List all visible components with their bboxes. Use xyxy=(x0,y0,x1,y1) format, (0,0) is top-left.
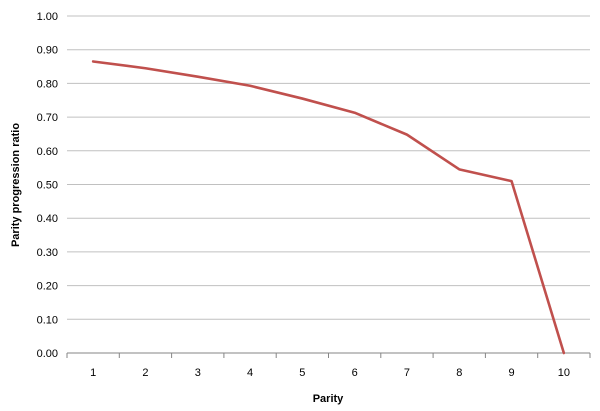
x-axis xyxy=(66,352,591,358)
x-tick-label: 1 xyxy=(90,367,96,379)
x-tick-label: 10 xyxy=(558,367,570,379)
x-axis-tick-labels: 1 2 3 4 5 6 7 8 9 10 xyxy=(90,367,570,379)
gridlines xyxy=(67,15,590,320)
y-axis-title: Parity progression ratio xyxy=(10,123,22,247)
y-axis-tick-labels: 0.00 0.10 0.20 0.30 0.40 0.50 0.60 0.70 0.80 0.90… xyxy=(37,11,58,360)
y-tick-label: 1.00 xyxy=(37,11,58,23)
y-tick-label: 0.50 xyxy=(37,180,58,192)
x-tick-label: 5 xyxy=(299,367,305,379)
x-tick-label: 8 xyxy=(456,367,462,379)
x-tick-label: 7 xyxy=(404,367,410,379)
y-tick-label: 0.10 xyxy=(37,314,58,326)
x-tick-label: 6 xyxy=(352,367,358,379)
y-tick-label: 0.70 xyxy=(37,112,58,124)
series-group xyxy=(91,60,566,355)
y-tick-label: 0.20 xyxy=(37,281,58,293)
y-tick-label: 0.40 xyxy=(37,213,58,225)
y-tick-label: 0.80 xyxy=(37,78,58,90)
y-tick-label: 0.00 xyxy=(37,348,58,360)
x-axis-title: Parity xyxy=(313,393,344,405)
y-tick-label: 0.60 xyxy=(37,146,58,158)
x-tick-label: 3 xyxy=(195,367,201,379)
y-tick-label: 0.30 xyxy=(37,247,58,259)
y-tick-label: 0.90 xyxy=(37,45,58,57)
x-tick-label: 4 xyxy=(247,367,253,379)
x-tick-label: 9 xyxy=(508,367,514,379)
series-line xyxy=(91,60,566,355)
x-tick-label: 2 xyxy=(142,367,148,379)
